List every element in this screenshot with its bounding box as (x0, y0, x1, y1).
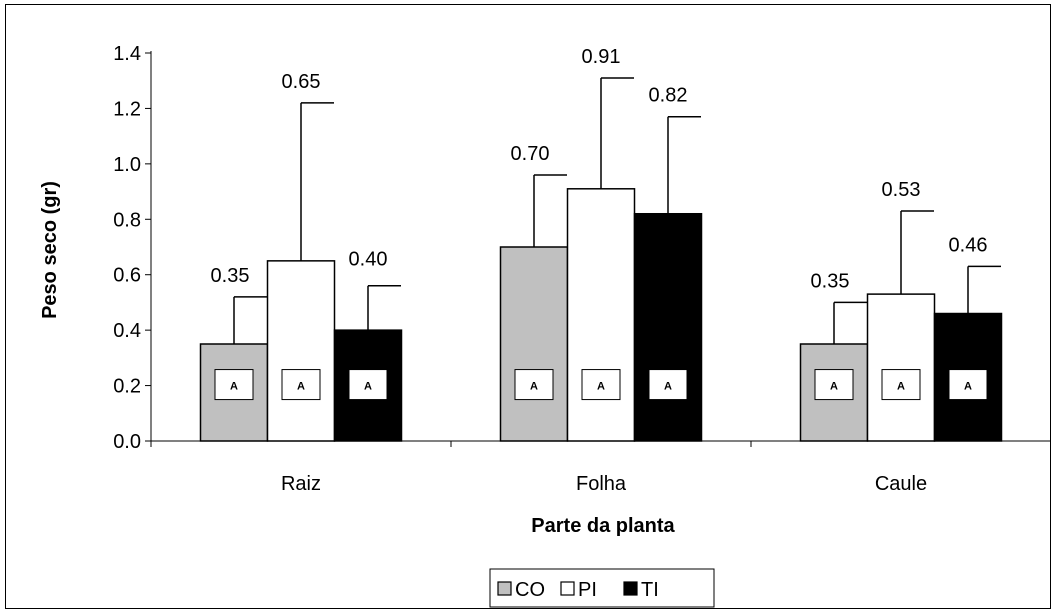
value-label: 0.91 (582, 46, 621, 68)
bar-co-folha (499, 246, 569, 442)
significance-letter: A (230, 381, 238, 393)
value-label: 0.65 (282, 71, 321, 93)
significance-letter: A (364, 381, 372, 393)
legend-label-co: CO (515, 579, 545, 601)
value-label: 0.35 (211, 265, 250, 287)
chart-frame: 0.0 0.2 0.4 0.6 0.8 1.0 1.2 1.4 Raiz Folha Caule A… (5, 4, 1052, 609)
value-label: 0.40 (349, 249, 388, 271)
significance-box (348, 369, 388, 401)
legend-swatch-ti (623, 581, 638, 596)
legend-box (489, 568, 715, 608)
legend-swatch-co (497, 581, 512, 596)
value-label: 0.82 (649, 85, 688, 107)
significance-box (281, 369, 321, 401)
bar-chart: 0.0 0.2 0.4 0.6 0.8 1.0 1.2 1.4 Raiz Folha Caule A… (39, 43, 1052, 608)
x-tick-label: Folha (576, 473, 627, 495)
bar-pi-caule (866, 293, 936, 442)
error-bars (233, 77, 1001, 344)
value-label: 0.46 (949, 234, 988, 256)
y-tick-label: 0.6 (113, 265, 141, 287)
y-tick-label: 0.0 (113, 431, 141, 453)
significance-box (814, 369, 854, 401)
significance-box (581, 369, 621, 401)
y-tick-label: 1.4 (113, 43, 141, 65)
value-labels: 0.35 0.70 0.35 0.65 0.91 0.53 0.40 0.82 0.46 (211, 46, 988, 292)
significance-letter: A (830, 381, 838, 393)
value-label: 0.35 (811, 270, 850, 292)
significance-box (214, 369, 254, 401)
x-tick-label: Raiz (281, 473, 321, 495)
significance-letter: A (597, 381, 605, 393)
significance-box (648, 369, 688, 401)
y-tick-label: 0.2 (113, 376, 141, 398)
significance-letter: A (530, 381, 538, 393)
legend-label-ti: TI (641, 579, 659, 601)
legend-swatch-pi (560, 581, 575, 596)
bar-ti-folha (633, 212, 703, 442)
bar-pi-raiz (266, 260, 336, 442)
x-tick-label: Caule (875, 473, 927, 495)
y-tick-label: 0.8 (113, 209, 141, 231)
y-tick-label: 0.4 (113, 320, 141, 342)
bar-pi-folha (566, 188, 636, 442)
legend-label-pi: PI (578, 579, 597, 601)
value-label: 0.53 (882, 179, 921, 201)
y-axis-title: Peso seco (gr) (39, 181, 61, 319)
axes: 0.0 0.2 0.4 0.6 0.8 1.0 1.2 1.4 Raiz Folha Caule (113, 43, 1052, 495)
significance-letter: A (297, 381, 305, 393)
significance-letter: A (664, 381, 672, 393)
bars: A A AA A AA A A (199, 188, 1003, 442)
x-axis-title: Parte da planta (531, 515, 675, 537)
value-label: 0.70 (511, 143, 550, 165)
legend: CO PI TI (489, 568, 715, 608)
y-tick-label: 1.2 (113, 98, 141, 120)
significance-letter: A (964, 381, 972, 393)
y-tick-label: 1.0 (113, 154, 141, 176)
significance-box (514, 369, 554, 401)
significance-box (881, 369, 921, 401)
significance-letter: A (897, 381, 905, 393)
significance-box (948, 369, 988, 401)
